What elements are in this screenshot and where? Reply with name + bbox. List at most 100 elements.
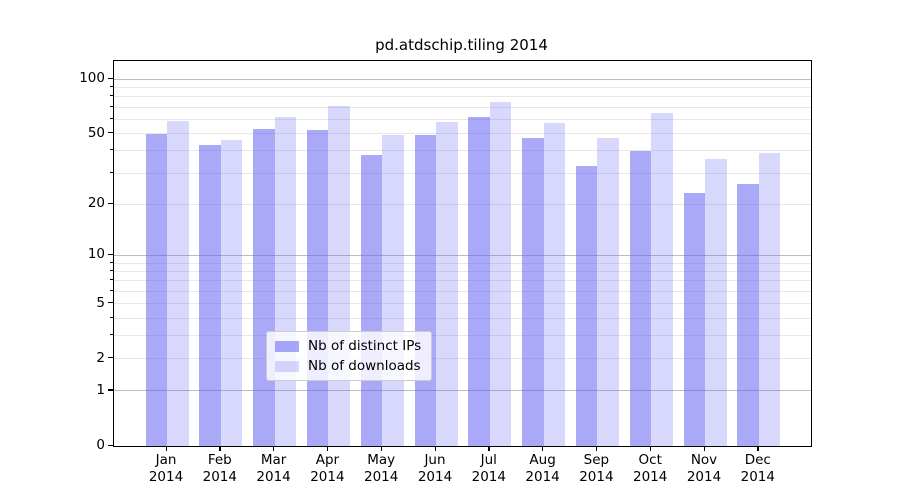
y-minor-tick-mark <box>110 149 113 151</box>
x-tick-label: May 2014 <box>351 452 411 486</box>
y-tick-mark <box>108 77 113 79</box>
x-tick-label-year: 2014 <box>148 469 184 485</box>
bar-downloads <box>328 106 350 446</box>
bar-downloads <box>758 152 781 446</box>
x-tick-label: Dec 2014 <box>728 452 788 486</box>
x-tick-mark <box>326 446 329 451</box>
gridline-minor <box>114 86 811 88</box>
y-minor-tick-mark <box>110 85 113 87</box>
x-tick-label-month: Oct <box>638 452 662 468</box>
y-minor-tick-mark <box>110 105 113 107</box>
bar-distinct-ips <box>468 116 490 446</box>
x-tick-label: Nov 2014 <box>674 452 734 486</box>
y-tick-label: 20 <box>87 195 105 212</box>
x-tick-mark <box>434 446 436 451</box>
bar-distinct-ips <box>414 135 436 446</box>
bar-distinct-ips <box>629 150 652 446</box>
y-tick-label: 100 <box>79 70 105 87</box>
gridline-minor <box>114 133 811 134</box>
legend: Nb of distinct IPs Nb of downloads <box>266 331 433 381</box>
x-tick-label: Oct 2014 <box>620 452 680 486</box>
y-minor-tick-mark <box>110 279 113 281</box>
y-tick-mark <box>108 389 113 391</box>
bar-downloads <box>274 116 297 446</box>
bar-downloads <box>543 123 566 446</box>
x-tick-label: Jun 2014 <box>405 452 465 486</box>
bar-downloads <box>220 140 243 446</box>
y-minor-tick-mark <box>110 95 113 97</box>
x-tick-label: Aug 2014 <box>513 452 573 486</box>
bar-distinct-ips <box>145 133 167 446</box>
x-tick-mark <box>219 446 221 451</box>
x-tick-label-year: 2014 <box>633 469 668 485</box>
bar-downloads <box>489 101 512 446</box>
x-tick-label-year: 2014 <box>686 469 722 485</box>
bar-downloads <box>597 138 619 446</box>
y-minor-tick-mark <box>110 117 113 119</box>
x-tick-label-year: 2014 <box>740 469 775 485</box>
legend-label: Nb of distinct IPs <box>308 338 422 354</box>
y-tick-label: 50 <box>87 124 105 141</box>
y-tick-label: 1 <box>96 381 105 398</box>
x-tick-label-month: Jan <box>155 452 177 468</box>
chart-title: pd.atdschip.tiling 2014 <box>375 36 548 54</box>
y-tick-label: 5 <box>96 294 105 311</box>
x-tick-label-month: Jul <box>480 452 497 468</box>
bar-downloads <box>705 159 727 446</box>
x-tick-label-month: Dec <box>744 452 771 468</box>
x-tick-mark <box>757 446 759 451</box>
x-tick-label: Mar 2014 <box>244 452 304 486</box>
y-tick-mark <box>108 444 113 446</box>
bar-distinct-ips <box>253 128 275 446</box>
x-tick-label: Feb 2014 <box>190 452 250 486</box>
y-minor-tick-mark <box>110 316 113 318</box>
x-tick-label-month: May <box>367 452 396 468</box>
y-minor-tick-mark <box>110 261 113 263</box>
x-tick-label: Jul 2014 <box>459 452 519 486</box>
y-tick-label: 10 <box>87 246 105 263</box>
y-minor-tick-mark <box>110 269 113 271</box>
legend-entry: Nb of distinct IPs <box>275 338 421 354</box>
gridline-minor <box>114 118 811 120</box>
y-tick-mark <box>108 253 113 256</box>
x-tick-mark <box>273 446 275 451</box>
bar-downloads <box>436 121 458 446</box>
bar-distinct-ips <box>360 154 383 446</box>
y-tick-mark <box>108 357 113 359</box>
gridline-major <box>114 78 811 80</box>
x-tick-mark <box>488 446 490 451</box>
x-tick-mark <box>595 446 598 451</box>
x-tick-label-month: Apr <box>315 452 340 468</box>
x-tick-label-month: Feb <box>207 452 232 468</box>
x-tick-label-year: 2014 <box>256 469 291 485</box>
bar-distinct-ips <box>522 138 544 446</box>
gridline-minor <box>114 106 811 108</box>
x-tick-mark <box>165 446 167 451</box>
bar-distinct-ips <box>575 165 598 446</box>
x-tick-label: Jan 2014 <box>136 452 196 486</box>
x-tick-label-year: 2014 <box>525 469 560 485</box>
legend-label: Nb of downloads <box>308 358 421 374</box>
bar-distinct-ips <box>306 130 329 446</box>
y-minor-tick-mark <box>110 334 113 336</box>
x-tick-label: Apr 2014 <box>297 452 357 486</box>
gridline-minor <box>114 96 811 98</box>
legend-swatch-distinct-ips <box>275 340 299 352</box>
y-tick-label: 2 <box>96 349 105 366</box>
x-tick-label-year: 2014 <box>310 469 345 485</box>
y-tick-mark <box>108 132 113 134</box>
y-tick-mark <box>108 202 113 204</box>
bar-downloads <box>382 135 404 446</box>
x-tick-mark <box>380 446 382 451</box>
plot-area <box>113 60 812 447</box>
x-tick-label: Sep 2014 <box>566 452 626 486</box>
bar-downloads <box>167 120 189 446</box>
x-tick-label-month: Sep <box>583 452 610 468</box>
x-tick-label-year: 2014 <box>471 469 506 485</box>
bar-distinct-ips <box>683 193 705 446</box>
x-tick-label-month: Aug <box>529 452 556 468</box>
x-tick-label-year: 2014 <box>579 469 614 485</box>
x-tick-label-month: Jun <box>424 452 446 468</box>
bar-distinct-ips <box>737 184 759 446</box>
